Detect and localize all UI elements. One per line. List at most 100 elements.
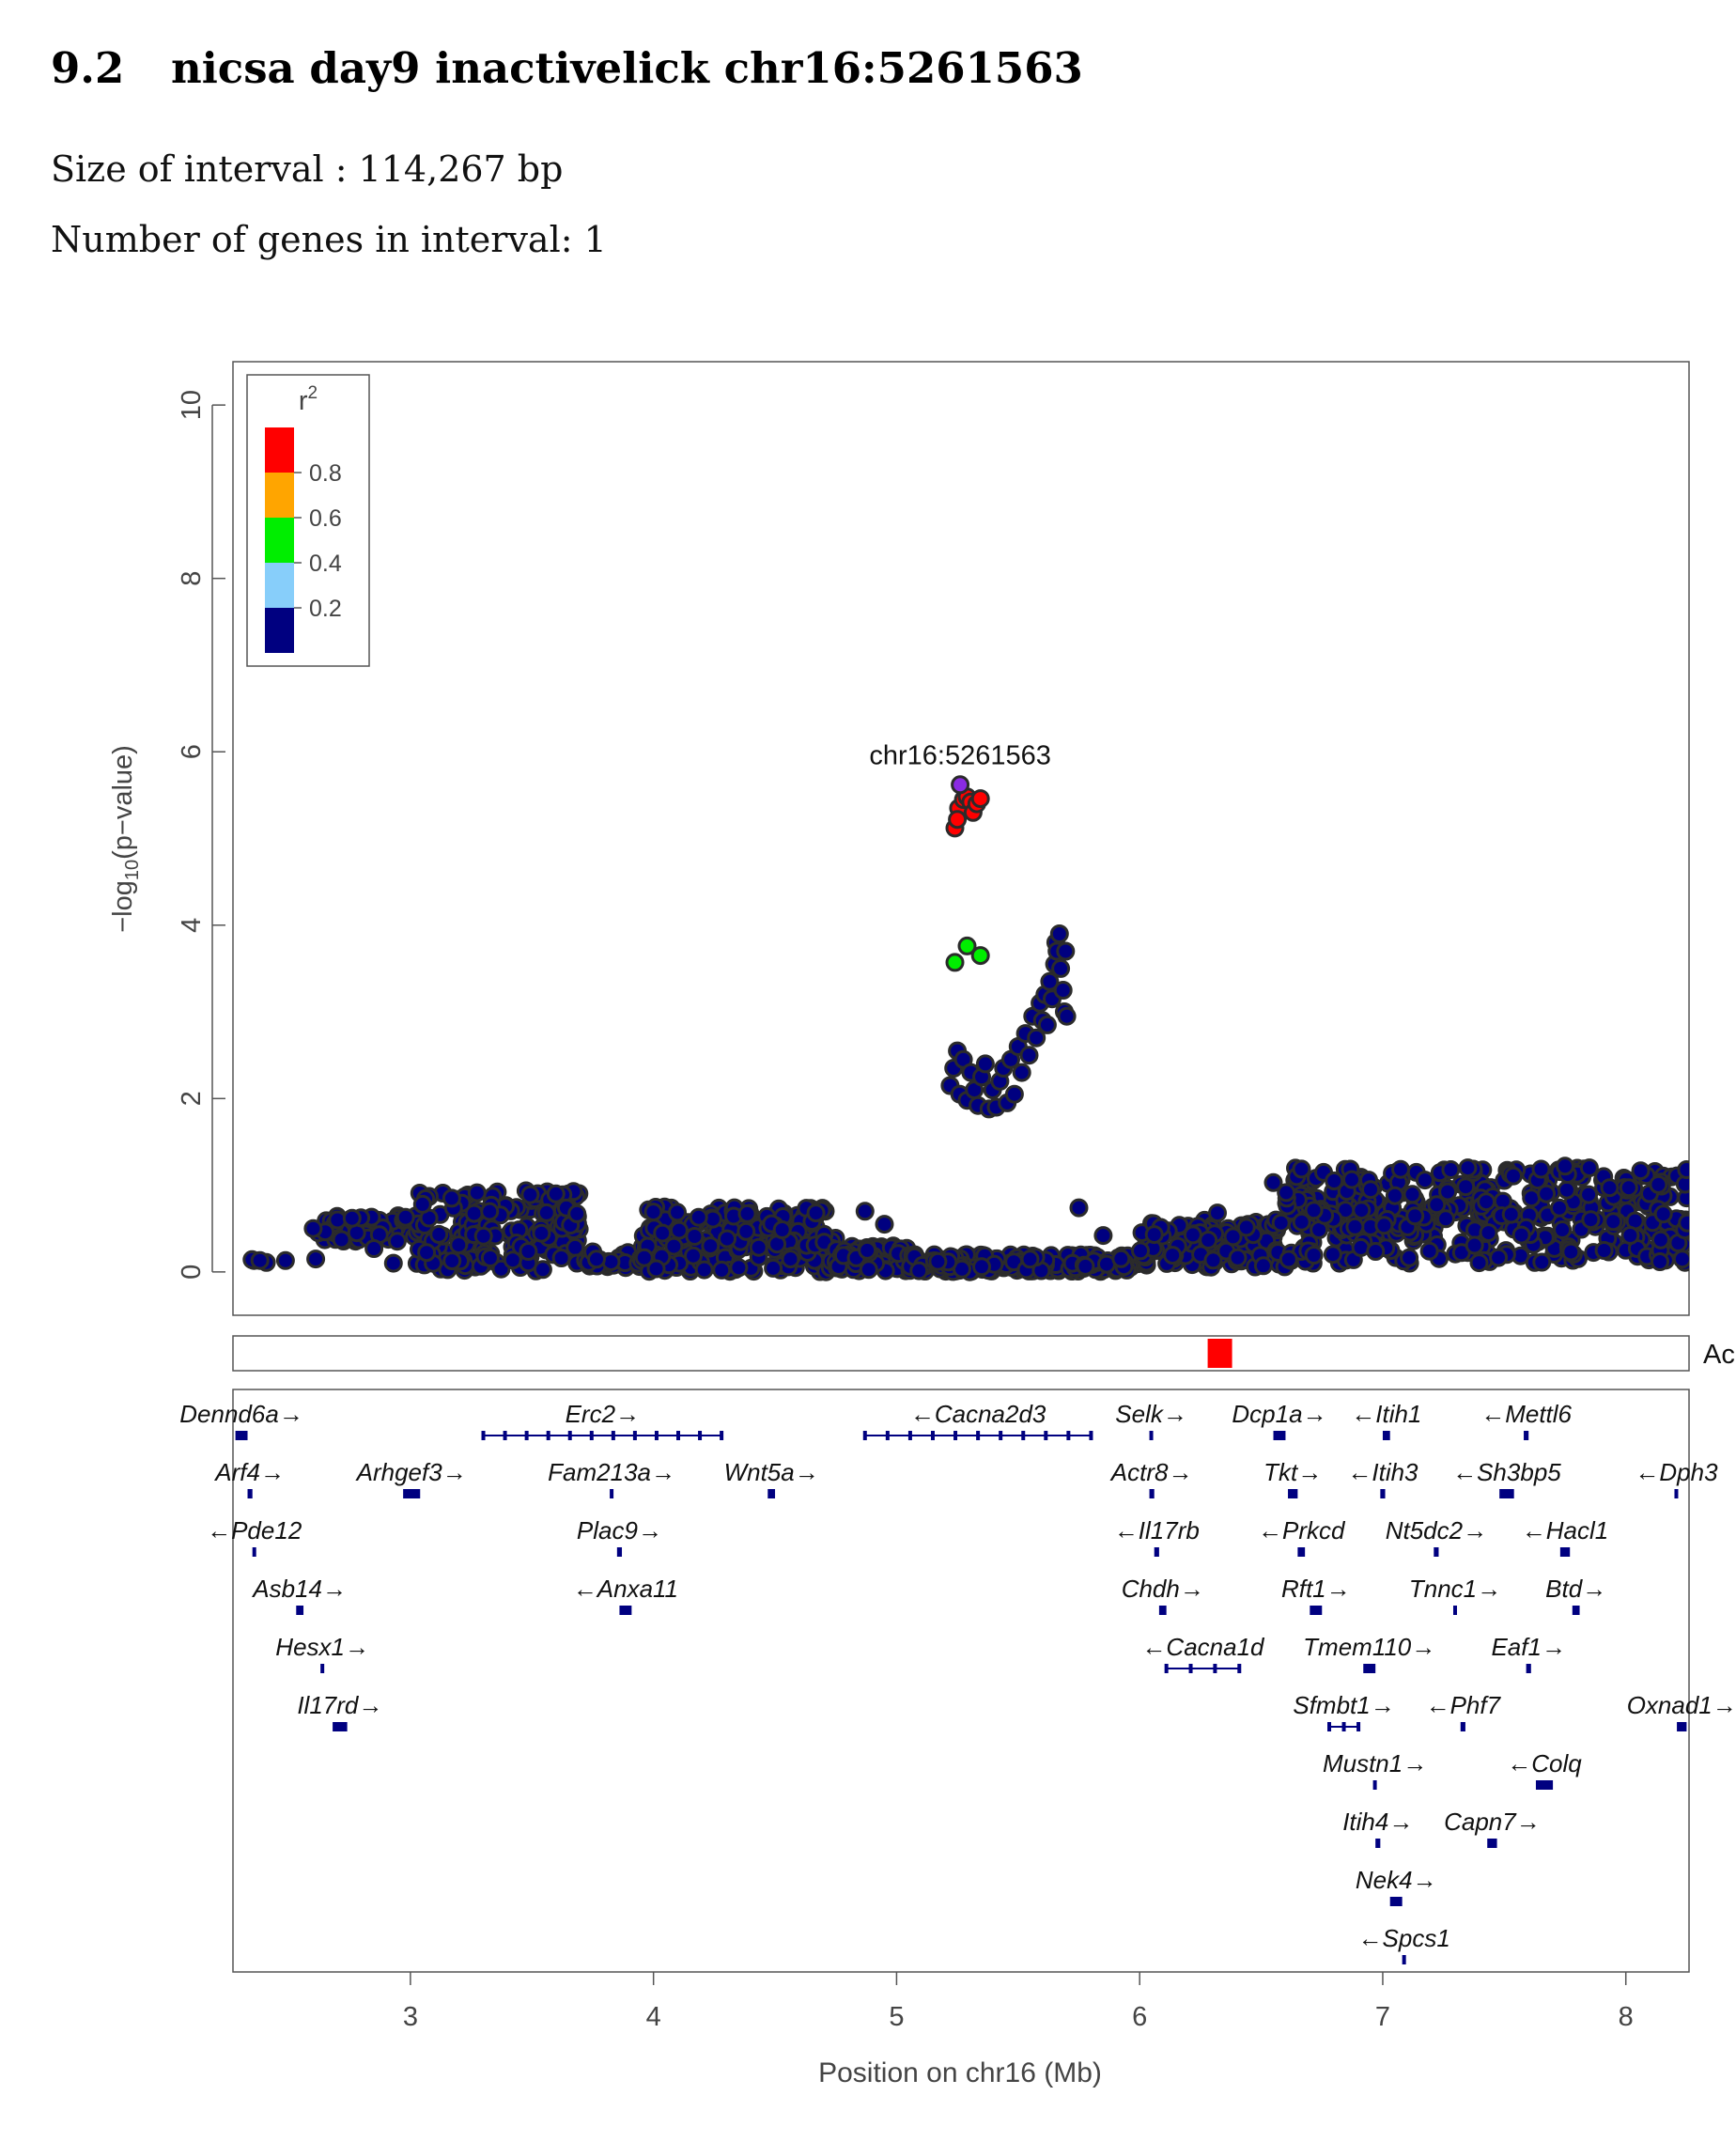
gene-exon xyxy=(1363,1664,1376,1673)
gene-tkt: Tkt→ xyxy=(1263,1458,1322,1498)
gene-count-text: Number of genes in interval: 1 xyxy=(51,219,607,260)
snp-point xyxy=(1208,1203,1227,1223)
snp-point xyxy=(442,1188,461,1208)
gene-exon xyxy=(1149,1489,1155,1498)
section-heading: 9.2 nicsa day9 inactivelick chr16:5261563 xyxy=(51,43,1083,93)
snp-point xyxy=(1093,1226,1113,1246)
snp-point xyxy=(1374,1216,1394,1235)
snp-point xyxy=(1511,1225,1531,1245)
snp-point xyxy=(1076,1256,1095,1276)
gene-exon xyxy=(524,1431,529,1440)
gene-label: Dcp1a→ xyxy=(1232,1400,1326,1428)
snp-point xyxy=(1427,1195,1447,1215)
snp-point xyxy=(306,1250,326,1269)
snp-point xyxy=(694,1260,714,1280)
snp-point xyxy=(449,1235,469,1255)
gene-label: Actr8→ xyxy=(1109,1458,1193,1486)
snp-point xyxy=(1415,1171,1434,1190)
gene-label: Nt5dc2→ xyxy=(1386,1516,1487,1544)
snp-point xyxy=(1649,1174,1668,1194)
gene-colq: ←Colq xyxy=(1507,1749,1582,1790)
gene-label: Capn7→ xyxy=(1444,1808,1541,1836)
lead-snp-label: chr16:5261563 xyxy=(869,740,1051,770)
gene-label: Erc2→ xyxy=(566,1400,640,1428)
snp-point xyxy=(551,1249,571,1267)
gene-actr8: Actr8→ xyxy=(1109,1458,1193,1498)
gene-exon xyxy=(907,1431,912,1440)
gene-exon xyxy=(1297,1547,1306,1557)
gene-exon xyxy=(1066,1431,1071,1440)
snp-point xyxy=(970,946,990,966)
gene-label: Selk→ xyxy=(1115,1400,1187,1428)
snp-point xyxy=(1594,1241,1614,1260)
gene-exon xyxy=(1273,1431,1286,1440)
gene-exon xyxy=(1402,1955,1406,1964)
gene-exon xyxy=(767,1489,776,1498)
gene-phf7: ←Phf7 xyxy=(1426,1691,1502,1731)
snp-point xyxy=(387,1232,407,1251)
snp-point xyxy=(859,1260,878,1280)
y-tick-label: 0 xyxy=(177,1265,207,1280)
gene-label: Dennd6a→ xyxy=(179,1400,303,1428)
gene-exon xyxy=(481,1431,486,1440)
gene-erc2: Erc2→ xyxy=(481,1400,724,1440)
snp-point xyxy=(480,1249,500,1267)
gene-pde12: ←Pde12 xyxy=(207,1516,302,1557)
snp-point xyxy=(1501,1204,1521,1224)
snp-point xyxy=(1651,1230,1670,1250)
gene-dennd6a: Dennd6a→ xyxy=(179,1400,303,1440)
snp-point xyxy=(1027,1028,1046,1048)
gene-exon xyxy=(247,1489,253,1498)
legend-swatches xyxy=(265,427,294,653)
snp-point xyxy=(1361,1180,1380,1200)
snp-point xyxy=(945,953,965,972)
snp-point xyxy=(395,1207,415,1227)
gene-il17rd: Il17rd→ xyxy=(297,1691,382,1731)
x-axis-label: Position on chr16 (Mb) xyxy=(818,2057,1102,2088)
snp-point xyxy=(1203,1250,1223,1270)
gene-dph3: ←Dph3 xyxy=(1635,1458,1718,1498)
snp-point xyxy=(1069,1198,1089,1218)
snp-point xyxy=(701,1236,721,1256)
gene-label: ←Il17rb xyxy=(1114,1516,1200,1544)
snp-point xyxy=(957,936,977,955)
gene-exon xyxy=(610,1489,614,1498)
snp-point xyxy=(1345,1217,1365,1236)
snp-point xyxy=(772,1220,792,1239)
snp-point xyxy=(1456,1177,1476,1197)
gene-exon xyxy=(885,1431,890,1440)
gene-exon xyxy=(503,1431,507,1440)
section-title: nicsa day9 inactivelick chr16:5261563 xyxy=(171,43,1083,93)
legend-ticks: 0.8 0.6 0.4 0.2 xyxy=(294,460,342,622)
snp-point xyxy=(653,1223,673,1243)
snp-point xyxy=(1228,1248,1248,1267)
gene-label: ←Itih1 xyxy=(1351,1400,1421,1428)
snp-point xyxy=(1223,1227,1243,1247)
gene-exon xyxy=(1327,1722,1332,1731)
gene-exon xyxy=(1021,1431,1026,1440)
gene-label: Mustn1→ xyxy=(1323,1749,1427,1777)
gene-label: ←Spcs1 xyxy=(1358,1924,1450,1952)
snp-point xyxy=(1531,1159,1551,1179)
recombination-label: Ac xyxy=(1703,1340,1735,1370)
gene-exon xyxy=(1310,1606,1323,1615)
snp-point xyxy=(875,1215,894,1234)
snp-point xyxy=(1631,1161,1651,1181)
y-tick-label: 2 xyxy=(177,1091,207,1106)
snp-point xyxy=(1550,1198,1569,1218)
snp-point xyxy=(634,1248,654,1267)
snp-point xyxy=(587,1250,606,1269)
gene-label: ←Hacl1 xyxy=(1522,1516,1608,1544)
snp-point xyxy=(646,1259,666,1279)
y-tick-label: 8 xyxy=(177,571,207,586)
snp-point xyxy=(546,1184,566,1203)
snp-point xyxy=(1620,1226,1640,1245)
snp-point xyxy=(1600,1178,1620,1198)
snp-point xyxy=(1532,1252,1552,1272)
gene-exon xyxy=(1288,1489,1298,1498)
snp-point xyxy=(909,1261,929,1281)
gene-prkcd: ←Prkcd xyxy=(1258,1516,1346,1557)
snp-point xyxy=(1579,1158,1599,1178)
gene-exon xyxy=(1164,1664,1169,1673)
